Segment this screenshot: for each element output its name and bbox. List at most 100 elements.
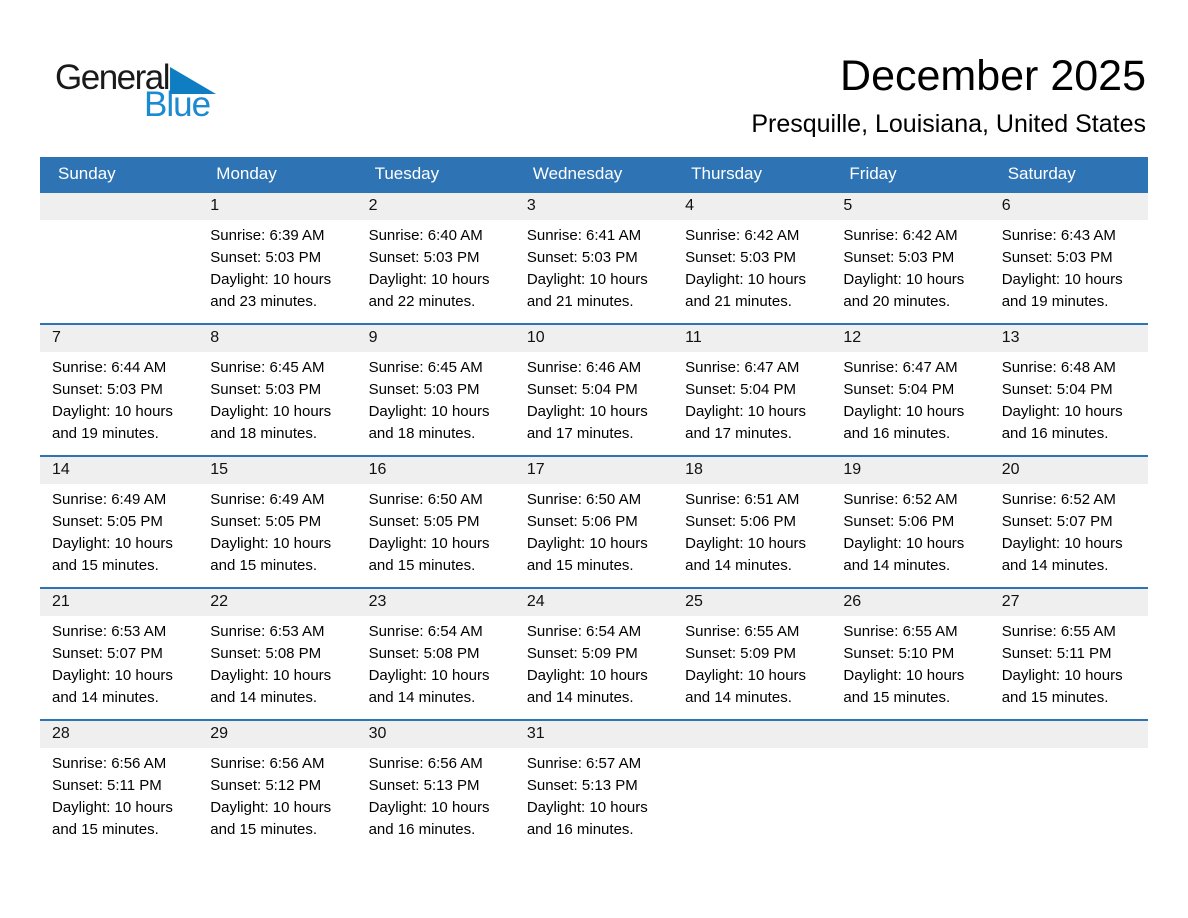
daylight-text-line2: and 17 minutes. (526, 425, 634, 442)
sunset-text: Sunset: 5:13 PM (368, 777, 480, 794)
daylight-text-line1: Daylight: 10 hours (52, 667, 173, 684)
daylight-text-line2: and 15 minutes. (1001, 689, 1109, 706)
day-details: Sunrise: 6:49 AM Sunset: 5:05 PM Daylight:… (198, 484, 356, 577)
calendar-day-cell: 5 Sunrise: 6:42 AM Sunset: 5:03 PM Daylight… (831, 192, 990, 324)
weekday-header: Friday (831, 157, 990, 192)
day-number: 9 (356, 325, 515, 352)
sunrise-text: Sunrise: 6:45 AM (210, 359, 325, 376)
day-number: 14 (40, 457, 199, 484)
daylight-text-line1: Daylight: 10 hours (1001, 271, 1123, 288)
calendar-empty-cell (673, 720, 832, 852)
day-number: 7 (40, 325, 199, 352)
daylight-text-line1: Daylight: 10 hours (685, 271, 807, 288)
daylight-text-line1: Daylight: 10 hours (368, 403, 490, 420)
sunrise-text: Sunrise: 6:53 AM (52, 623, 167, 640)
day-number (831, 721, 990, 748)
day-details: Sunrise: 6:49 AM Sunset: 5:05 PM Daylight:… (40, 484, 198, 577)
sunrise-text: Sunrise: 6:50 AM (368, 491, 483, 508)
day-number: 26 (831, 589, 990, 616)
day-details: Sunrise: 6:52 AM Sunset: 5:06 PM Daylight:… (831, 484, 989, 577)
day-number (673, 721, 832, 748)
sunset-text: Sunset: 5:03 PM (685, 249, 797, 266)
daylight-text-line1: Daylight: 10 hours (526, 799, 648, 816)
day-details: Sunrise: 6:56 AM Sunset: 5:13 PM Daylight:… (357, 748, 515, 841)
day-details: Sunrise: 6:48 AM Sunset: 5:04 PM Daylight:… (990, 352, 1148, 445)
day-number: 20 (989, 457, 1148, 484)
daylight-text-line1: Daylight: 10 hours (843, 271, 965, 288)
sunset-text: Sunset: 5:04 PM (526, 381, 638, 398)
sunset-text: Sunset: 5:05 PM (52, 513, 163, 530)
sunrise-text: Sunrise: 6:45 AM (368, 359, 483, 376)
day-details: Sunrise: 6:41 AM Sunset: 5:03 PM Daylight:… (515, 220, 673, 313)
sunrise-text: Sunrise: 6:54 AM (526, 623, 642, 640)
daylight-text-line1: Daylight: 10 hours (843, 403, 965, 420)
sunrise-text: Sunrise: 6:42 AM (685, 227, 800, 244)
day-details: Sunrise: 6:40 AM Sunset: 5:03 PM Daylight:… (357, 220, 515, 313)
calendar-empty-cell (989, 720, 1148, 852)
day-number: 13 (989, 325, 1148, 352)
calendar-day-cell: 9 Sunrise: 6:45 AM Sunset: 5:03 PM Daylight… (356, 324, 515, 456)
daylight-text-line2: and 15 minutes. (52, 821, 159, 838)
calendar-day-cell: 13 Sunrise: 6:48 AM Sunset: 5:04 PM Dayligh… (989, 324, 1148, 456)
daylight-text-line2: and 18 minutes. (368, 425, 476, 442)
daylight-text-line1: Daylight: 10 hours (685, 535, 807, 552)
page-subtitle: Presquille, Louisiana, United States (751, 110, 1146, 138)
sunset-text: Sunset: 5:10 PM (843, 645, 955, 662)
day-number: 18 (673, 457, 832, 484)
day-number: 25 (673, 589, 832, 616)
calendar-body: 1 Sunrise: 6:39 AM Sunset: 5:03 PM Daylight… (40, 192, 1148, 852)
daylight-text-line1: Daylight: 10 hours (843, 535, 965, 552)
sunrise-text: Sunrise: 6:56 AM (52, 755, 167, 772)
day-details: Sunrise: 6:56 AM Sunset: 5:12 PM Daylight:… (198, 748, 356, 841)
day-number: 12 (831, 325, 990, 352)
day-number: 31 (514, 721, 674, 748)
sunrise-text: Sunrise: 6:55 AM (843, 623, 958, 640)
sunset-text: Sunset: 5:13 PM (526, 777, 638, 794)
day-details: Sunrise: 6:50 AM Sunset: 5:05 PM Daylight:… (357, 484, 515, 577)
sunset-text: Sunset: 5:03 PM (210, 249, 322, 266)
daylight-text-line2: and 19 minutes. (1001, 293, 1109, 310)
sunset-text: Sunset: 5:03 PM (368, 249, 480, 266)
day-number: 21 (40, 589, 199, 616)
day-details: Sunrise: 6:55 AM Sunset: 5:09 PM Daylight:… (673, 616, 831, 709)
calendar-day-cell: 12 Sunrise: 6:47 AM Sunset: 5:04 PM Dayligh… (831, 324, 990, 456)
calendar-day-cell: 6 Sunrise: 6:43 AM Sunset: 5:03 PM Daylight… (989, 192, 1148, 324)
weekday-header-row: Sunday Monday Tuesday Wednesday Thursday Frid… (40, 157, 1148, 192)
sunset-text: Sunset: 5:08 PM (368, 645, 480, 662)
daylight-text-line1: Daylight: 10 hours (526, 667, 648, 684)
calendar-day-cell: 21 Sunrise: 6:53 AM Sunset: 5:07 PM Dayligh… (40, 588, 199, 720)
calendar-week-row: 21 Sunrise: 6:53 AM Sunset: 5:07 PM Dayligh… (40, 588, 1148, 720)
sunset-text: Sunset: 5:06 PM (526, 513, 638, 530)
calendar-day-cell: 2 Sunrise: 6:40 AM Sunset: 5:03 PM Daylight… (356, 192, 515, 324)
day-number (989, 721, 1148, 748)
calendar-day-cell: 30 Sunrise: 6:56 AM Sunset: 5:13 PM Dayligh… (356, 720, 515, 852)
sunset-text: Sunset: 5:07 PM (52, 645, 163, 662)
daylight-text-line2: and 15 minutes. (526, 557, 634, 574)
calendar-day-cell: 29 Sunrise: 6:56 AM Sunset: 5:12 PM Dayligh… (198, 720, 357, 852)
day-details: Sunrise: 6:44 AM Sunset: 5:03 PM Daylight:… (40, 352, 198, 445)
calendar-day-cell: 17 Sunrise: 6:50 AM Sunset: 5:06 PM Dayligh… (514, 456, 674, 588)
sunset-text: Sunset: 5:05 PM (210, 513, 322, 530)
sunset-text: Sunset: 5:04 PM (843, 381, 955, 398)
sunset-text: Sunset: 5:03 PM (210, 381, 322, 398)
day-number: 6 (989, 193, 1148, 220)
weekday-header: Saturday (989, 157, 1148, 192)
daylight-text-line1: Daylight: 10 hours (210, 403, 332, 420)
logo-text-general: General (55, 58, 171, 97)
daylight-text-line2: and 17 minutes. (685, 425, 792, 442)
day-number (40, 193, 199, 220)
daylight-text-line2: and 15 minutes. (368, 557, 476, 574)
day-number: 3 (514, 193, 674, 220)
sunrise-text: Sunrise: 6:57 AM (526, 755, 642, 772)
daylight-text-line1: Daylight: 10 hours (368, 271, 490, 288)
day-number: 27 (989, 589, 1148, 616)
calendar-week-row: 1 Sunrise: 6:39 AM Sunset: 5:03 PM Daylight… (40, 192, 1148, 324)
sunset-text: Sunset: 5:08 PM (210, 645, 322, 662)
day-details: Sunrise: 6:42 AM Sunset: 5:03 PM Daylight:… (673, 220, 831, 313)
day-details: Sunrise: 6:52 AM Sunset: 5:07 PM Daylight:… (990, 484, 1148, 577)
daylight-text-line1: Daylight: 10 hours (526, 271, 648, 288)
daylight-text-line2: and 14 minutes. (685, 557, 792, 574)
day-details: Sunrise: 6:51 AM Sunset: 5:06 PM Daylight:… (673, 484, 831, 577)
daylight-text-line1: Daylight: 10 hours (843, 667, 965, 684)
